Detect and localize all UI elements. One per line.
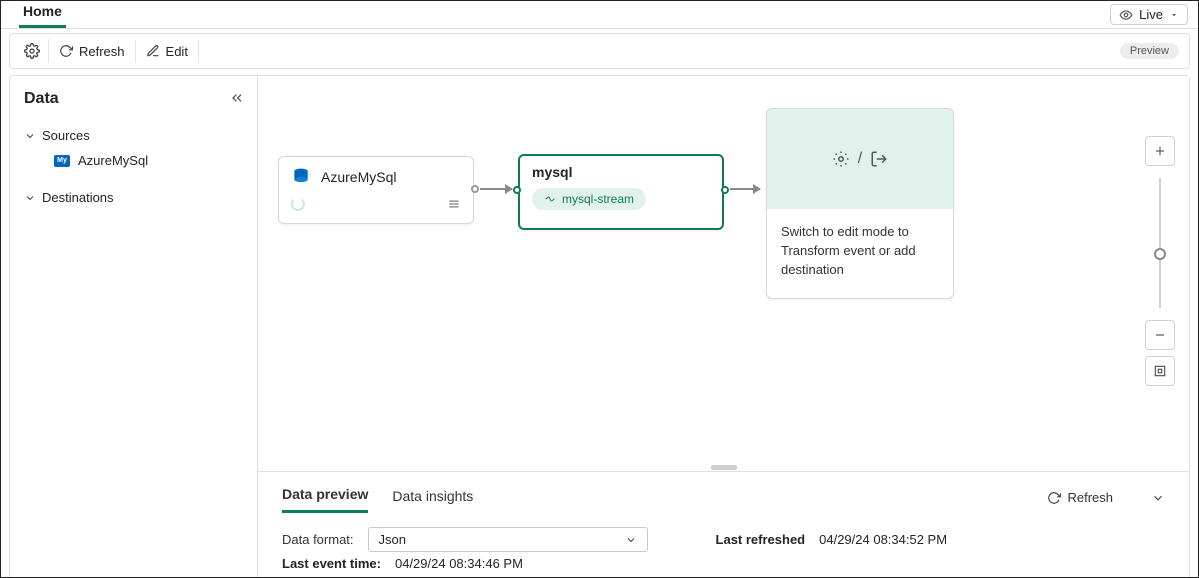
data-format-label: Data format:: [282, 532, 354, 547]
eye-icon: [1119, 8, 1133, 22]
flow-canvas[interactable]: AzureMySql mysql: [258, 76, 1189, 465]
refresh-button[interactable]: Refresh: [49, 40, 136, 63]
refresh-label: Refresh: [79, 44, 125, 59]
source-item-label: AzureMySql: [78, 153, 148, 168]
destination-hint: Switch to edit mode to Transform event o…: [767, 209, 953, 298]
tab-data-preview[interactable]: Data preview: [282, 482, 368, 513]
chevron-down-icon: [24, 192, 36, 204]
node-source-title: AzureMySql: [321, 169, 396, 185]
node-destination-placeholder[interactable]: / Switch to edit mode to Transform event…: [766, 108, 954, 299]
zoom-out-button[interactable]: [1145, 320, 1175, 350]
stream-chip-label: mysql-stream: [562, 192, 634, 206]
node-menu-button[interactable]: [447, 197, 461, 211]
node-source-azuremysql[interactable]: AzureMySql: [278, 156, 474, 224]
data-format-value: Json: [379, 532, 406, 547]
stream-icon: [544, 193, 556, 205]
edge-source-to-stream: [480, 188, 512, 190]
edge-stream-to-dest: [730, 188, 760, 190]
destinations-group[interactable]: Destinations: [24, 186, 243, 209]
output-icon: [870, 150, 888, 168]
plus-icon: [1153, 144, 1167, 158]
sources-group[interactable]: Sources: [24, 124, 243, 147]
last-refreshed-label: Last refreshed: [716, 532, 806, 547]
panel-collapse-button[interactable]: [1151, 491, 1165, 505]
zoom-in-button[interactable]: [1145, 136, 1175, 166]
source-item-azuremysql[interactable]: My AzureMySql: [24, 147, 243, 174]
last-refreshed-value: 04/29/24 08:34:52 PM: [819, 532, 947, 547]
settings-button[interactable]: [16, 39, 49, 63]
loading-spinner-icon: [291, 197, 305, 211]
live-mode-dropdown[interactable]: Live: [1110, 4, 1188, 25]
data-format-select[interactable]: Json: [368, 527, 648, 552]
fit-icon: [1153, 364, 1167, 378]
tab-data-insights[interactable]: Data insights: [392, 484, 473, 512]
input-port[interactable]: [513, 186, 521, 194]
sidebar-title: Data: [24, 90, 243, 108]
zoom-slider[interactable]: [1159, 178, 1161, 308]
output-port[interactable]: [471, 185, 479, 193]
last-event-label: Last event time:: [282, 556, 381, 571]
separator: /: [858, 150, 862, 168]
panel-refresh-button[interactable]: Refresh: [1047, 490, 1113, 505]
transform-icon: [832, 150, 850, 168]
node-stream-mysql[interactable]: mysql mysql-stream: [518, 154, 724, 230]
last-event-value: 04/29/24 08:34:46 PM: [395, 556, 523, 571]
mysql-icon: My: [54, 155, 70, 167]
panel-resize-handle[interactable]: [258, 465, 1189, 471]
edit-icon: [146, 44, 160, 58]
stream-chip[interactable]: mysql-stream: [532, 188, 646, 210]
edit-button[interactable]: Edit: [136, 40, 199, 63]
panel-refresh-label: Refresh: [1067, 490, 1113, 505]
grip-icon: [711, 465, 737, 470]
minus-icon: [1153, 328, 1167, 342]
database-icon: [291, 167, 311, 187]
zoom-thumb[interactable]: [1154, 248, 1166, 260]
collapse-sidebar-button[interactable]: [229, 90, 245, 106]
tab-home[interactable]: Home: [19, 0, 66, 28]
live-label: Live: [1139, 7, 1163, 22]
zoom-fit-button[interactable]: [1145, 356, 1175, 386]
chevron-down-icon: [625, 534, 637, 546]
output-port[interactable]: [721, 186, 729, 194]
destinations-label: Destinations: [42, 190, 114, 205]
chevron-down-icon: [24, 130, 36, 142]
preview-badge: Preview: [1120, 43, 1179, 59]
chevron-down-icon: [1169, 10, 1179, 20]
refresh-icon: [1047, 491, 1061, 505]
node-stream-title: mysql: [532, 164, 710, 180]
gear-icon: [24, 43, 40, 59]
sources-label: Sources: [42, 128, 90, 143]
refresh-icon: [59, 44, 73, 58]
edit-label: Edit: [166, 44, 188, 59]
